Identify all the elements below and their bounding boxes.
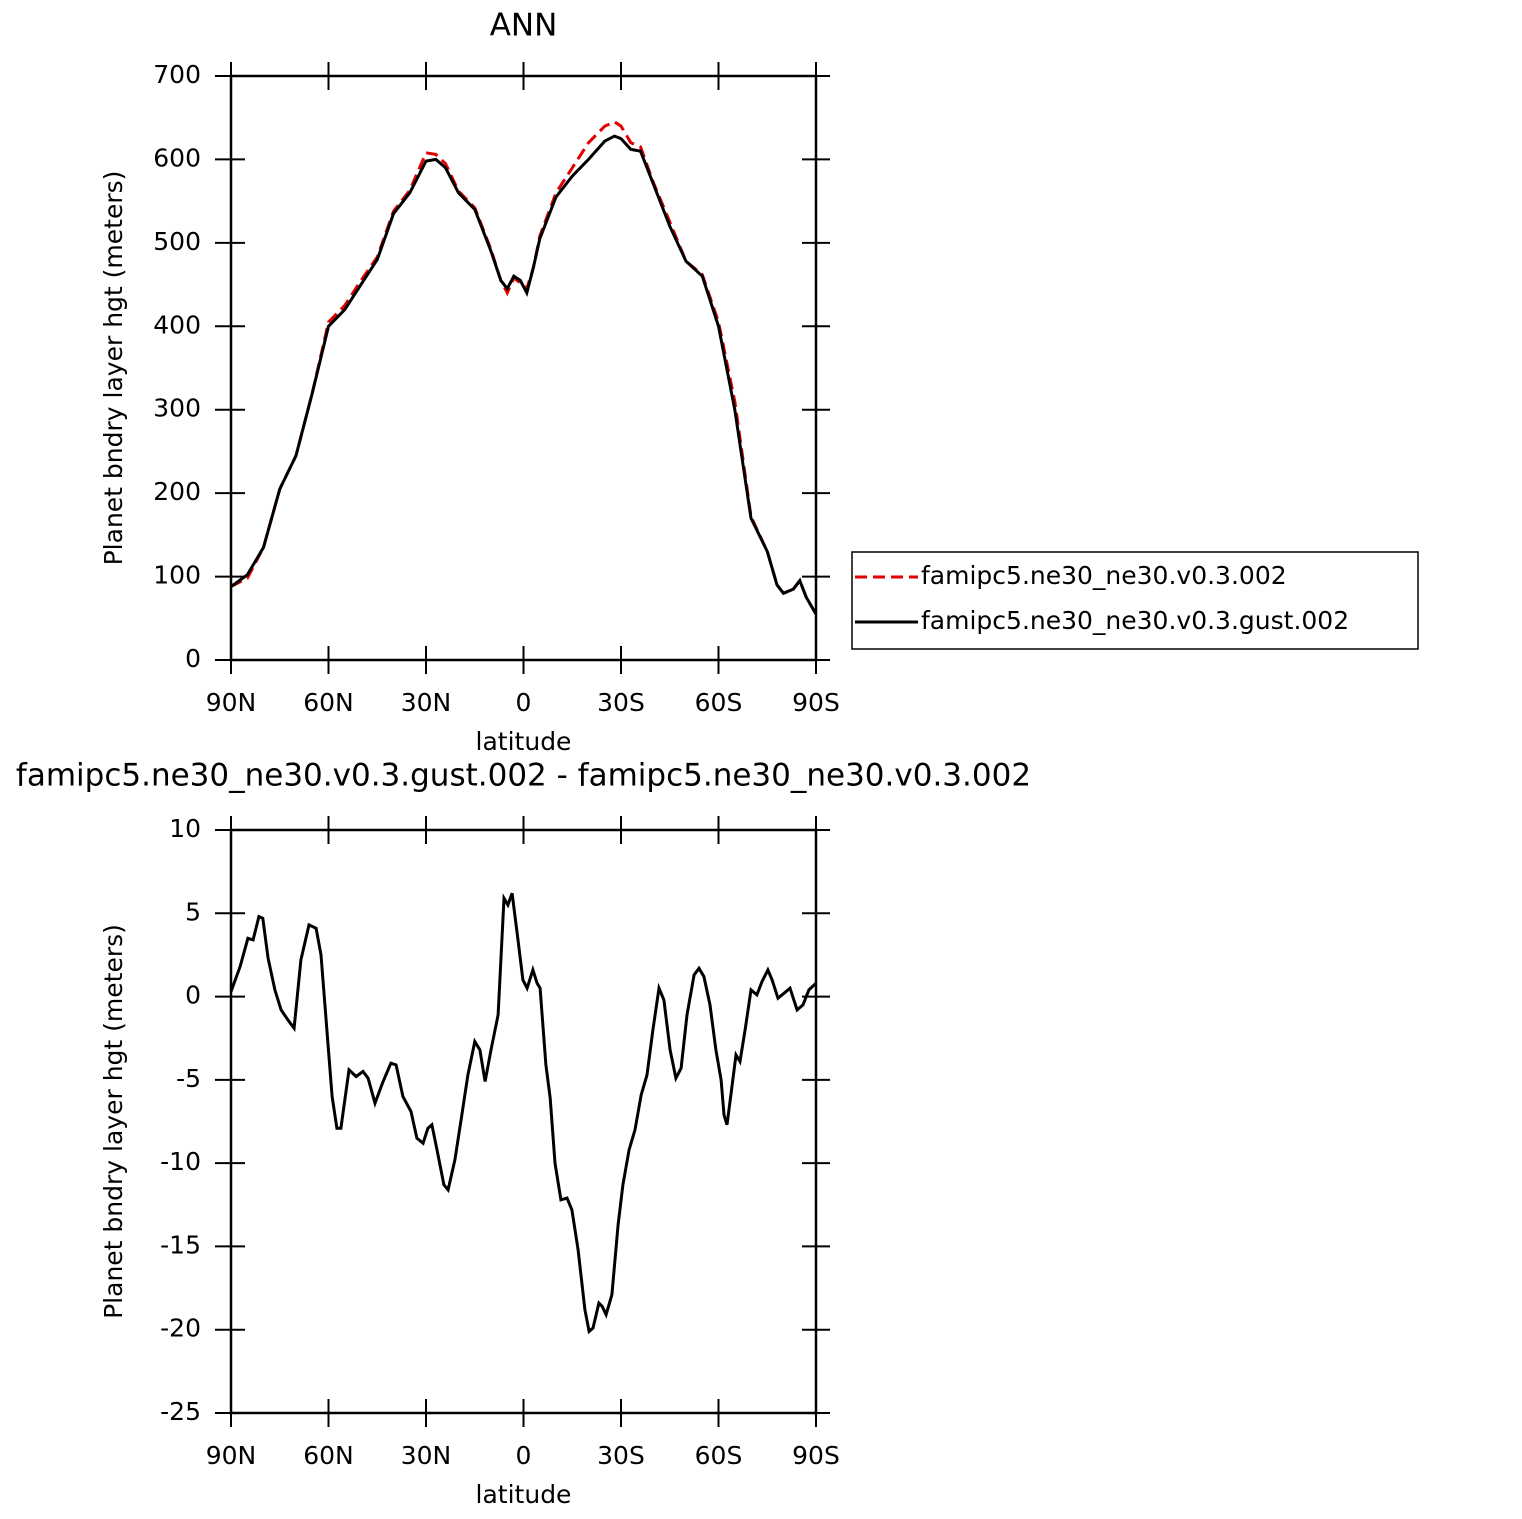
x-tick-label: 30N xyxy=(401,688,452,717)
plot-frame xyxy=(229,828,818,1415)
x-axis-label: latitude xyxy=(476,727,572,756)
y-tick-label: -10 xyxy=(160,1147,201,1176)
legend-label: famipc5.ne30_ne30.v0.3.gust.002 xyxy=(921,606,1349,635)
y-tick-label: -25 xyxy=(160,1397,201,1426)
y-tick-label: 400 xyxy=(153,310,201,339)
y-tick-label: 700 xyxy=(153,60,201,89)
y-tick-label: 600 xyxy=(153,143,201,172)
y-tick-label: 300 xyxy=(153,394,201,423)
x-tick-label: 60N xyxy=(303,1441,354,1470)
data-line xyxy=(229,892,818,1335)
y-tick-label: 5 xyxy=(185,897,201,926)
y-tick-label: 200 xyxy=(153,477,201,506)
x-tick-label: 90S xyxy=(792,1441,840,1470)
x-tick-label: 30N xyxy=(401,1441,452,1470)
y-tick-label: 10 xyxy=(169,814,201,843)
x-tick-label: 30S xyxy=(597,688,645,717)
x-tick-label: 90S xyxy=(792,688,840,717)
y-tick-label: 100 xyxy=(153,561,201,590)
x-tick-label: 60S xyxy=(695,1441,743,1470)
y-tick-label: 500 xyxy=(153,227,201,256)
y-tick-label: 0 xyxy=(185,981,201,1010)
y-tick-label: 0 xyxy=(185,644,201,673)
y-tick-label: -20 xyxy=(160,1314,201,1343)
y-axis-label: Planet bndry layer hgt (meters) xyxy=(99,924,128,1319)
x-tick-label: 90N xyxy=(206,688,257,717)
x-tick-label: 0 xyxy=(516,1441,532,1470)
legend-label: famipc5.ne30_ne30.v0.3.002 xyxy=(921,561,1287,590)
x-tick-label: 0 xyxy=(516,688,532,717)
y-tick-label: -5 xyxy=(176,1064,201,1093)
y-tick-label: -15 xyxy=(160,1230,201,1259)
chart-title: ANN xyxy=(490,8,558,44)
x-tick-label: 30S xyxy=(597,1441,645,1470)
x-tick-label: 60S xyxy=(695,688,743,717)
y-axis-label: Planet bndry layer hgt (meters) xyxy=(99,171,128,566)
x-axis-label: latitude xyxy=(476,1480,572,1509)
chart-title: famipc5.ne30_ne30.v0.3.gust.002 - famipc… xyxy=(16,758,1031,794)
plot-frame xyxy=(229,74,818,662)
data-line xyxy=(230,134,818,615)
x-tick-label: 60N xyxy=(303,688,354,717)
legend-box xyxy=(851,551,1419,650)
x-tick-label: 90N xyxy=(206,1441,257,1470)
